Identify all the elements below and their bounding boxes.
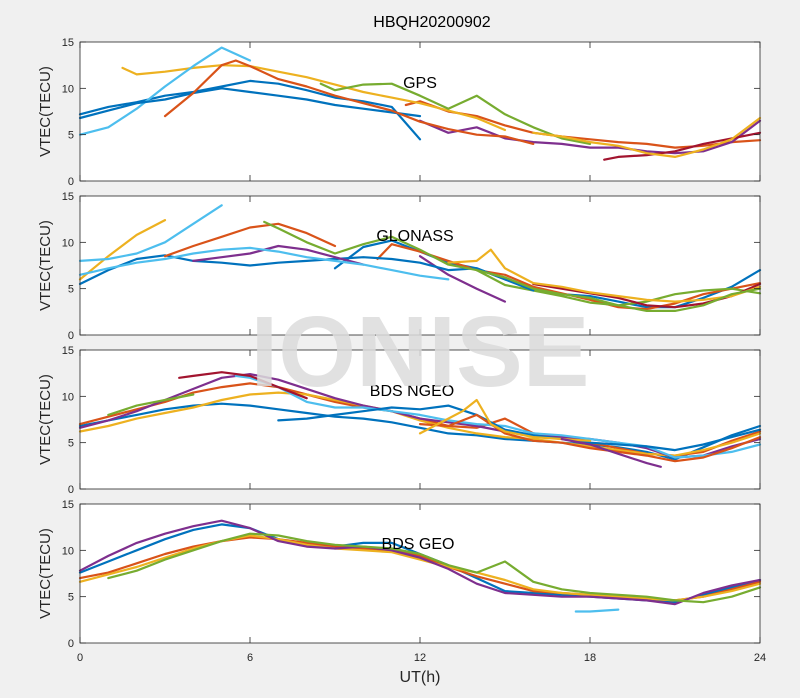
series-line bbox=[78, 204, 223, 262]
series-line bbox=[263, 220, 762, 312]
series-line bbox=[163, 222, 337, 258]
series-line bbox=[78, 219, 167, 281]
y-tick-label: 10 bbox=[62, 545, 74, 557]
x-tick-label: 0 bbox=[77, 652, 83, 664]
panel-label: GPS bbox=[403, 75, 437, 92]
series-line bbox=[107, 393, 195, 416]
y-tick-label: 15 bbox=[62, 37, 74, 49]
series-line bbox=[532, 116, 762, 158]
series-line bbox=[78, 246, 450, 281]
y-tick-label: 0 bbox=[68, 330, 74, 342]
series-line bbox=[560, 437, 662, 468]
plot-area bbox=[80, 42, 760, 181]
y-axis-label: VTEC(TECU) bbox=[37, 66, 54, 157]
y-tick-label: 5 bbox=[68, 438, 74, 450]
series-line bbox=[574, 608, 620, 613]
series-line bbox=[192, 244, 365, 266]
series-line bbox=[78, 46, 252, 136]
y-tick-label: 15 bbox=[62, 191, 74, 203]
series-line bbox=[78, 373, 762, 459]
y-axis-label: VTEC(TECU) bbox=[37, 528, 54, 619]
panel-glonass: 0 5 10 15 VTEC(TECU) GLONASS bbox=[37, 191, 762, 342]
panels: 0 5 10 15 VTEC(TECU) GPS 0 5 10 15 VTEC(TECU) GLONA… bbox=[37, 37, 766, 664]
y-tick-label: 0 bbox=[68, 638, 74, 650]
y-tick-label: 10 bbox=[62, 237, 74, 249]
series-line bbox=[78, 402, 762, 461]
panel-gps: 0 5 10 15 VTEC(TECU) GPS bbox=[37, 37, 762, 188]
y-tick-label: 10 bbox=[62, 83, 74, 95]
series-line bbox=[78, 87, 422, 120]
series-line bbox=[447, 248, 762, 303]
plot-area bbox=[80, 504, 760, 643]
series-line bbox=[78, 391, 762, 457]
series-line bbox=[277, 404, 762, 452]
series-line bbox=[78, 534, 762, 602]
watermark: IONISE bbox=[251, 296, 590, 408]
panel-bds-geo: 0 5 10 15 0 6 12 18 24 VTEC(TECU) BDS GEO bbox=[37, 499, 766, 664]
y-tick-label: 15 bbox=[62, 345, 74, 357]
y-axis-label: VTEC(TECU) bbox=[37, 374, 54, 465]
x-tick-label: 18 bbox=[584, 652, 596, 664]
series-line bbox=[178, 371, 308, 400]
panel-label: BDS NGEO bbox=[370, 383, 454, 400]
y-tick-label: 15 bbox=[62, 499, 74, 511]
y-tick-label: 0 bbox=[68, 484, 74, 496]
panel-label: BDS GEO bbox=[382, 536, 455, 553]
x-tick-label: 12 bbox=[414, 652, 426, 664]
panel-label: GLONASS bbox=[376, 228, 453, 245]
y-tick-label: 10 bbox=[62, 391, 74, 403]
series-line bbox=[319, 82, 592, 145]
panel-bds-ngeo: 0 5 10 15 VTEC(TECU) BDS NGEO bbox=[37, 345, 762, 496]
x-tick-label: 6 bbox=[247, 652, 253, 664]
y-axis-label: VTEC(TECU) bbox=[37, 220, 54, 311]
series-line bbox=[163, 59, 535, 145]
x-tick-label: 24 bbox=[754, 652, 766, 664]
y-tick-label: 5 bbox=[68, 130, 74, 142]
y-tick-label: 5 bbox=[68, 592, 74, 604]
series-line bbox=[78, 254, 535, 292]
series-line bbox=[418, 119, 762, 155]
series-line bbox=[78, 519, 762, 606]
y-tick-label: 5 bbox=[68, 284, 74, 296]
series-line bbox=[418, 398, 592, 442]
chart-title: HBQH20200902 bbox=[373, 14, 491, 31]
series-line bbox=[121, 64, 507, 132]
x-axis-label: UT(h) bbox=[400, 669, 441, 686]
series-line bbox=[107, 532, 762, 604]
y-tick-label: 0 bbox=[68, 176, 74, 188]
series-line bbox=[418, 413, 762, 463]
